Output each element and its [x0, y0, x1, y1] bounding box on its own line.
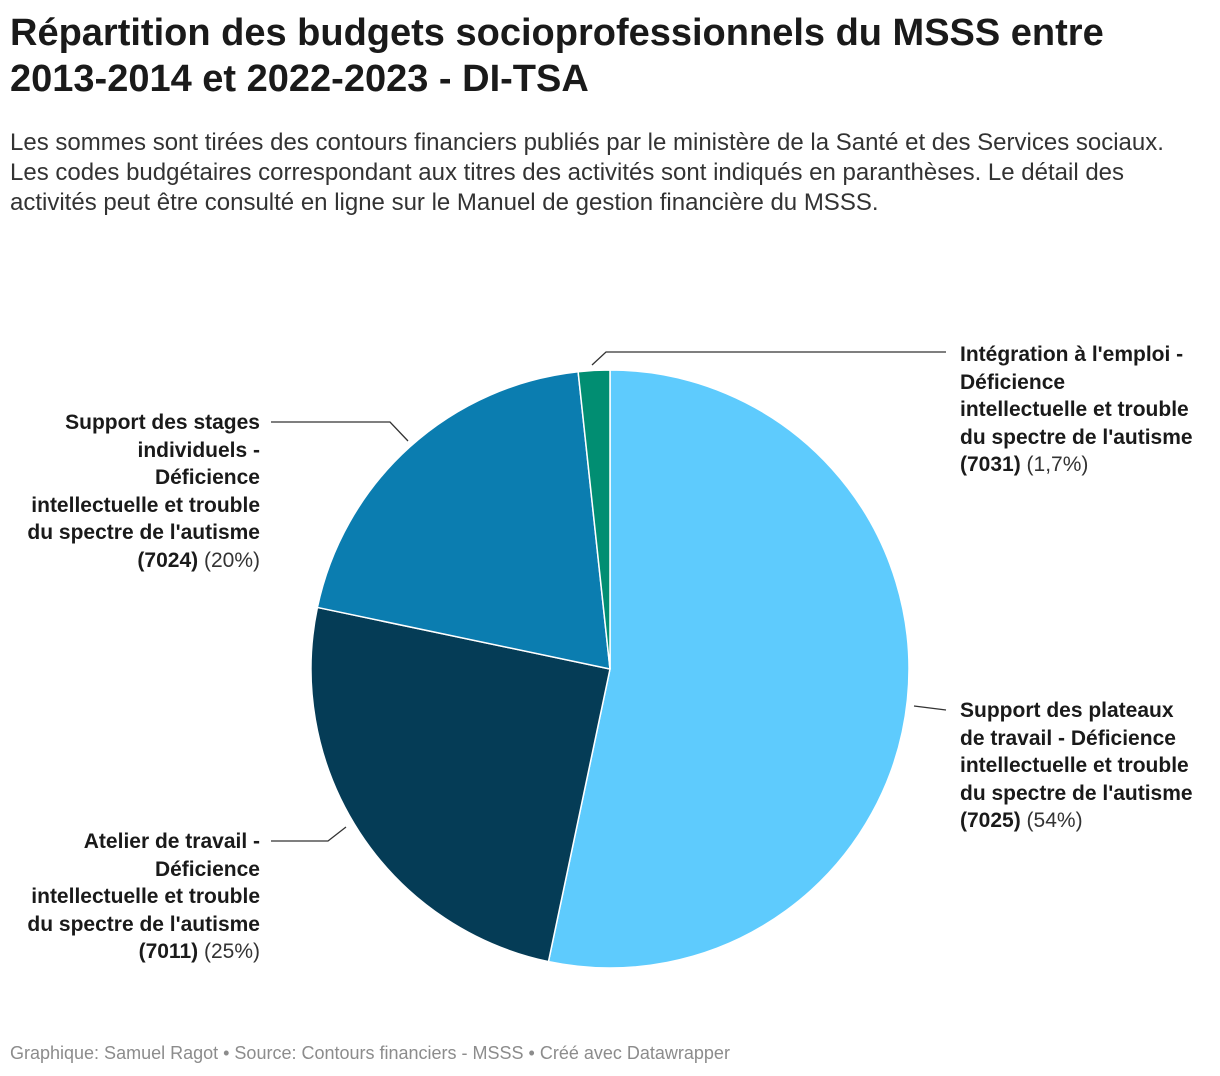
label-line: intellectuelle et trouble	[960, 398, 1189, 421]
label-line: Intégration à l'emploi -	[960, 343, 1184, 366]
slice-label-stages: Support des stages individuels - Déficie…	[5, 409, 260, 574]
label-line: intellectuelle et trouble	[31, 493, 260, 517]
label-percentage: (25%)	[203, 940, 260, 963]
label-code: (7025)	[960, 809, 1021, 832]
label-percentage: (1,7%)	[1026, 453, 1089, 476]
leader-line-integration	[591, 351, 946, 366]
pie-slice-7011	[310, 606, 611, 963]
label-line: Support des stages	[65, 411, 260, 434]
chart-title: Répartition des budgets socioprofessionn…	[10, 12, 1104, 100]
label-code: (7031)	[960, 453, 1021, 476]
pie-slice-7025	[547, 369, 910, 969]
label-line: individuels -	[137, 438, 260, 462]
chart-footer: Graphique: Samuel Ragot • Source: Contou…	[10, 1043, 730, 1063]
label-line: du spectre de l'autisme	[960, 781, 1193, 805]
label-code: (7011)	[138, 940, 199, 963]
label-line: Déficience	[154, 466, 260, 489]
slice-label-atelier: Atelier de travail - Déficience intellec…	[5, 828, 260, 966]
label-line: intellectuelle et trouble	[31, 885, 260, 908]
leader-line-plateaux	[913, 705, 947, 711]
leader-line-atelier	[271, 826, 347, 842]
label-percentage: (20%)	[203, 548, 260, 572]
label-line: du spectre de l'autisme	[27, 521, 260, 544]
leader-lines	[271, 351, 947, 842]
label-code: (7024)	[137, 548, 199, 572]
slice-label-plateaux: Support des plateaux de travail - Défici…	[960, 697, 1215, 835]
chart-subtitle: Les sommes sont tirées des contours fina…	[10, 129, 1164, 216]
label-line: Atelier de travail -	[83, 830, 260, 853]
pie-slices	[310, 369, 910, 969]
label-line: Déficience	[154, 857, 260, 881]
label-line: intellectuelle et trouble	[960, 754, 1189, 777]
label-line: de travail - Déficience	[960, 726, 1176, 750]
pie-slice-7024	[316, 370, 611, 670]
label-line: du spectre de l'autisme	[960, 425, 1193, 449]
label-percentage: (54%)	[1026, 809, 1083, 832]
label-line: Support des plateaux	[960, 699, 1174, 722]
slice-label-integration: Intégration à l'emploi - Déficience inte…	[960, 341, 1215, 479]
label-line: du spectre de l'autisme	[27, 912, 260, 936]
label-line: Déficience	[960, 370, 1066, 394]
leader-line-stages	[271, 421, 409, 442]
pie-slice-7031	[577, 369, 611, 670]
